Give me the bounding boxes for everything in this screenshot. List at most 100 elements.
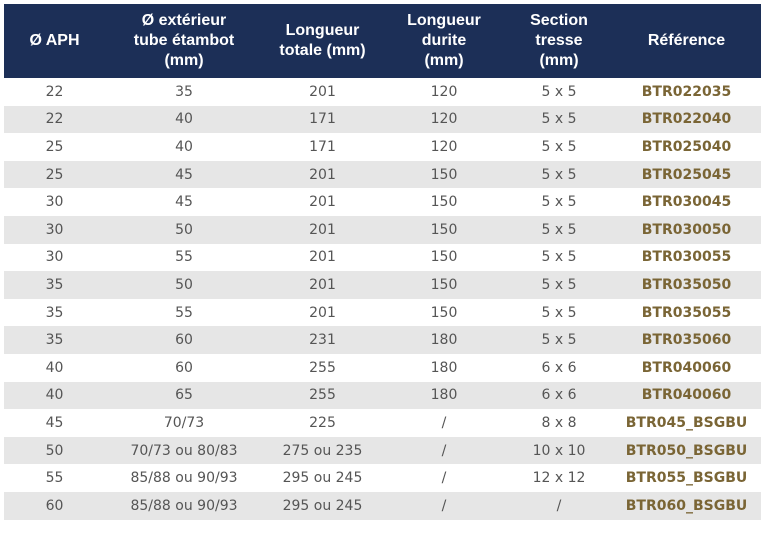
cell-total-length: 201: [309, 276, 336, 293]
cell-diameter-aph: 35: [45, 304, 64, 321]
cell-braid-section: 5 x 5: [541, 249, 577, 266]
cell-hose-length: 120: [430, 83, 458, 100]
cell-braid-section: 6 x 6: [541, 359, 577, 376]
cell-outer-diameter: 60: [175, 332, 193, 349]
cell-outer-diameter: 35: [175, 83, 193, 100]
cell-diameter-aph: 30: [45, 221, 64, 238]
cell-outer-diameter: 60: [175, 359, 193, 376]
cell-outer-diameter: 85/88 ou 90/93: [130, 470, 238, 487]
cell-hose-length: 180: [430, 359, 458, 376]
cell-braid-section: 5 x 5: [541, 194, 577, 211]
cell-reference: BTR022040: [641, 111, 732, 128]
cell-hose-length: 150: [430, 194, 458, 211]
cell-hose-length: /: [441, 442, 447, 459]
cell-reference: BTR050_BSGBU: [625, 442, 748, 459]
cell-total-length: 201: [309, 166, 336, 183]
cell-outer-diameter: 70/73: [163, 414, 205, 431]
cell-outer-diameter: 45: [175, 194, 193, 211]
cell-braid-section: 5 x 5: [541, 332, 577, 349]
table-row: 30 45 201 150 5 x 5 BTR030045: [4, 188, 761, 216]
cell-braid-section: 5 x 5: [541, 276, 577, 293]
cell-hose-length: 150: [430, 166, 458, 183]
cell-reference: BTR040060: [641, 359, 732, 376]
cell-total-length: 201: [309, 221, 336, 238]
cell-diameter-aph: 25: [45, 138, 64, 155]
cell-total-length: 295 ou 245: [282, 470, 363, 487]
cell-total-length: 231: [309, 332, 336, 349]
cell-reference: BTR045_BSGBU: [625, 414, 748, 431]
cell-braid-section: 12 x 12: [532, 470, 586, 487]
cell-diameter-aph: 55: [45, 470, 64, 487]
cell-reference: BTR025045: [641, 166, 732, 183]
cell-hose-length: 150: [430, 221, 458, 238]
cell-total-length: 295 ou 245: [282, 497, 363, 514]
cell-total-length: 201: [309, 304, 336, 321]
table-row: 30 55 201 150 5 x 5 BTR030055: [4, 243, 761, 272]
cell-braid-section: 5 x 5: [541, 221, 577, 238]
cell-hose-length: /: [441, 497, 447, 514]
table-row: 45 70/73 225 / 8 x 8 BTR045_BSGBU: [4, 409, 761, 437]
table-row: 35 60 231 180 5 x 5 BTR035060: [4, 326, 761, 354]
table-row: 35 55 201 150 5 x 5 BTR035055: [4, 298, 761, 327]
cell-diameter-aph: 35: [45, 332, 64, 349]
cell-diameter-aph: 40: [45, 359, 64, 376]
cell-braid-section: /: [556, 497, 562, 514]
cell-diameter-aph: 22: [45, 111, 64, 128]
cell-outer-diameter: 50: [175, 276, 193, 293]
cell-diameter-aph: 40: [45, 387, 64, 404]
cell-diameter-aph: 30: [45, 194, 64, 211]
cell-diameter-aph: 30: [45, 249, 64, 266]
cell-hose-length: 150: [430, 304, 458, 321]
cell-braid-section: 10 x 10: [532, 442, 586, 459]
cell-braid-section: 6 x 6: [541, 387, 577, 404]
table-row: 25 45 201 150 5 x 5 BTR025045: [4, 160, 761, 189]
cell-braid-section: 5 x 5: [541, 304, 577, 321]
cell-braid-section: 5 x 5: [541, 83, 577, 100]
cell-reference: BTR035055: [641, 304, 732, 321]
cell-total-length: 171: [309, 138, 336, 155]
cell-total-length: 201: [309, 249, 336, 266]
cell-reference: BTR025040: [641, 138, 732, 155]
table-row: 40 60 255 180 6 x 6 BTR040060: [4, 353, 761, 382]
cell-hose-length: 150: [430, 249, 458, 266]
cell-braid-section: 5 x 5: [541, 166, 577, 183]
cell-reference: BTR055_BSGBU: [625, 470, 748, 487]
cell-reference: BTR035060: [641, 332, 732, 349]
cell-braid-section: 5 x 5: [541, 111, 577, 128]
cell-total-length: 255: [309, 387, 336, 404]
table-row: 22 40 171 120 5 x 5 BTR022040: [4, 105, 761, 134]
header-reference: Référence: [647, 32, 726, 49]
cell-diameter-aph: 25: [45, 166, 64, 183]
cell-diameter-aph: 50: [45, 442, 64, 459]
cell-reference: BTR030055: [641, 249, 732, 266]
cell-hose-length: /: [441, 470, 447, 487]
header-diameter-aph: Ø APH: [29, 32, 80, 49]
table-row: 60 85/88 ou 90/93 295 ou 245 / / BTR060_BSGBU: [4, 491, 761, 520]
table-row: 40 65 255 180 6 x 6 BTR040060: [4, 381, 761, 410]
cell-diameter-aph: 22: [45, 83, 64, 100]
cell-outer-diameter: 50: [175, 221, 193, 238]
table-row: 55 85/88 ou 90/93 295 ou 245 / 12 x 12 BTR055…: [4, 464, 761, 492]
cell-hose-length: 180: [430, 332, 458, 349]
cell-diameter-aph: 60: [45, 497, 64, 514]
cell-outer-diameter: 55: [175, 304, 193, 321]
cell-reference: BTR035050: [641, 276, 732, 293]
table-row: 25 40 171 120 5 x 5 BTR025040: [4, 133, 761, 161]
cell-outer-diameter: 40: [175, 138, 193, 155]
cell-outer-diameter: 55: [175, 249, 193, 266]
cell-total-length: 275 ou 235: [282, 442, 363, 459]
table-row: 30 50 201 150 5 x 5 BTR030050: [4, 215, 761, 244]
cell-hose-length: 150: [430, 276, 458, 293]
cell-hose-length: 180: [430, 387, 458, 404]
header-outer-diameter: Ø extérieur tube étambot (mm): [133, 12, 235, 69]
product-table: Ø APH Ø extérieur tube étambot (mm) Long…: [4, 4, 761, 520]
table-row: 22 35 201 120 5 x 5 BTR022035: [4, 78, 761, 106]
cell-outer-diameter: 45: [175, 166, 193, 183]
header-total-length: Longueur totale (mm): [279, 22, 366, 59]
cell-total-length: 225: [309, 414, 336, 431]
cell-hose-length: 120: [430, 138, 458, 155]
cell-reference: BTR060_BSGBU: [625, 497, 748, 514]
cell-diameter-aph: 35: [45, 276, 64, 293]
cell-outer-diameter: 65: [175, 387, 193, 404]
cell-outer-diameter: 85/88 ou 90/93: [130, 497, 238, 514]
